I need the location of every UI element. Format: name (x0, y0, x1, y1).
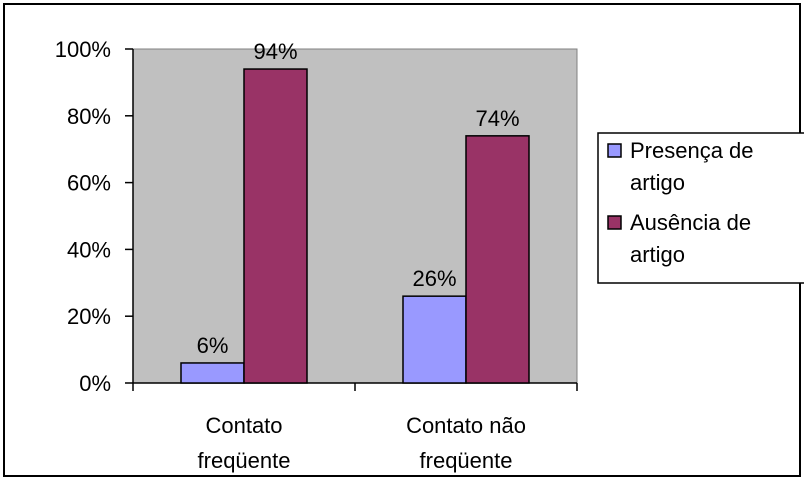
x-tick-label: Contato não (406, 413, 526, 438)
legend-label: artigo (630, 242, 685, 267)
bar (180, 362, 245, 384)
data-label: 26% (412, 266, 456, 291)
data-label: 74% (475, 106, 519, 131)
data-label: 94% (253, 39, 297, 64)
y-axis: 0% 20% 40% 60% 80% 100% (55, 37, 134, 396)
legend-swatch (607, 215, 622, 230)
x-axis: Contato freqüente Contato não freqüente (132, 382, 578, 473)
x-tick-label: freqüente (420, 448, 513, 473)
legend-box (597, 132, 804, 284)
bar (402, 295, 467, 384)
y-tick-label: 100% (55, 37, 111, 62)
y-tick-label: 40% (67, 237, 111, 262)
data-label: 6% (197, 333, 229, 358)
bar (243, 68, 308, 384)
legend: Presença de artigo Ausência de artigo (597, 132, 804, 284)
y-tick-label: 0% (79, 371, 111, 396)
legend-swatch (607, 143, 622, 158)
y-tick-label: 60% (67, 171, 111, 196)
legend-label: artigo (630, 170, 685, 195)
x-tick-label: Contato (205, 413, 282, 438)
legend-label: Presença de (630, 138, 754, 163)
legend-label: Ausência de (630, 210, 751, 235)
y-tick-label: 20% (67, 304, 111, 329)
x-tick-label: freqüente (198, 448, 291, 473)
bars-group (180, 68, 530, 384)
bar (465, 135, 530, 384)
data-labels-group: 6% 26% 94% 74% (197, 39, 520, 358)
y-tick-label: 80% (67, 104, 111, 129)
